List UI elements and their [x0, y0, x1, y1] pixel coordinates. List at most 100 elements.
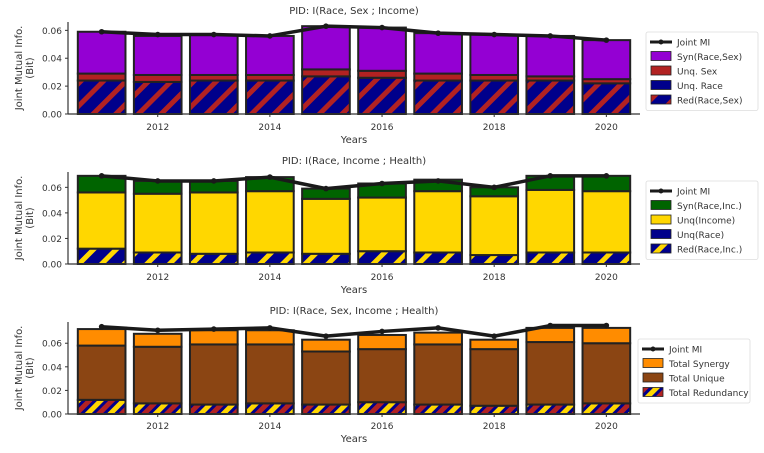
x-tick-label: 2012 — [146, 123, 169, 133]
bar-segment — [581, 190, 632, 254]
y-tick-label: 0.06 — [42, 340, 62, 350]
legend-label: Unq(Race) — [677, 231, 724, 241]
legend-marker — [658, 39, 664, 45]
legend-swatch — [650, 65, 672, 76]
legend-box — [637, 338, 751, 404]
bar-segment — [469, 79, 520, 115]
bar-segment — [76, 79, 127, 115]
bar-segment — [581, 326, 632, 345]
legend-swatch — [650, 51, 672, 61]
legend-label: Joint MI — [676, 39, 710, 49]
legend-marker — [650, 346, 656, 352]
legend-label: Red(Race,Inc.) — [677, 246, 742, 256]
bar-segment — [245, 190, 295, 254]
bar-segment — [469, 348, 520, 407]
joint-mi-point — [323, 333, 329, 339]
x-tick-label: 2016 — [371, 273, 394, 283]
joint-mi-point — [154, 327, 161, 334]
joint-mi-point — [267, 325, 273, 331]
bar-segment — [357, 401, 407, 416]
legend-label: Syn(Race,Inc.) — [677, 202, 742, 212]
bar-segment — [413, 251, 463, 265]
joint-mi-point — [379, 328, 385, 335]
bar-segment — [469, 195, 520, 257]
legend-label: Red(Race,Sex) — [677, 97, 742, 107]
joint-mi-point — [491, 333, 497, 339]
bar-segment — [132, 332, 183, 348]
bar-segment — [188, 329, 239, 346]
bar-segment — [188, 191, 239, 255]
joint-mi-point — [211, 31, 217, 38]
x-tick-label: 2012 — [146, 422, 169, 432]
joint-mi-point — [491, 31, 497, 38]
bar-segment — [525, 34, 576, 78]
legend-swatch — [650, 94, 672, 105]
legend-label: Joint MI — [668, 346, 702, 356]
y-tick-label: 0.04 — [42, 55, 62, 65]
bar-segment — [132, 345, 183, 405]
bar-segment — [188, 403, 239, 416]
x-tick-label: 2014 — [258, 273, 281, 283]
joint-mi-point — [603, 37, 610, 43]
joint-mi-point — [547, 173, 554, 179]
y-tick-label: 0.06 — [42, 184, 62, 194]
bar-segment — [301, 197, 351, 255]
y-tick-label: 0.02 — [42, 387, 62, 397]
legend-swatch — [650, 80, 672, 90]
legend: Joint MI Syn(Race,Sex) Unq. Sex Unq. Race Re… — [645, 31, 759, 111]
chart-panel-3: PID: I(Race, Sex, Income ; Health) Joint … — [14, 306, 751, 445]
joint-mi-point — [98, 323, 105, 330]
chart-title: PID: I(Race, Sex ; Income) — [289, 6, 419, 17]
x-tick-label: 2020 — [595, 422, 618, 432]
bar-segment — [301, 68, 351, 78]
x-tick-label: 2020 — [595, 273, 618, 283]
joint-mi-point — [154, 178, 161, 184]
bar-segment — [132, 34, 183, 76]
joint-mi-point — [154, 31, 161, 38]
bar-segment — [245, 34, 295, 76]
x-tick-label: 2012 — [146, 273, 169, 283]
bar-segment — [76, 344, 127, 401]
joint-mi-point — [323, 23, 329, 29]
legend-box — [645, 180, 759, 260]
legend-swatch — [650, 200, 672, 210]
y-tick-label: 0.00 — [42, 411, 62, 421]
bar-segment — [132, 80, 183, 115]
legend-label: Syn(Race,Sex) — [677, 53, 742, 63]
joint-mi-point — [98, 173, 105, 179]
bar-segment — [357, 196, 407, 253]
bar-segment — [76, 72, 127, 82]
joint-mi-point — [379, 180, 385, 187]
x-tick-label: 2020 — [595, 123, 618, 133]
bar-segment — [301, 75, 351, 116]
bar-segment — [357, 69, 407, 79]
legend-swatch — [642, 387, 664, 397]
joint-mi-point — [603, 322, 610, 329]
bar-segment — [301, 25, 351, 71]
chart-panel-2: PID: I(Race, Income ; Health) Joint Mutua… — [14, 156, 759, 296]
bar-segment — [188, 33, 239, 76]
bar-segment — [76, 398, 127, 416]
y-tick-label: 0.00 — [42, 261, 62, 271]
x-tick-label: 2016 — [371, 422, 394, 432]
legend: Joint MI Total Synergy Total Unique Total R… — [637, 338, 751, 404]
joint-mi-point — [267, 174, 273, 180]
joint-mi-point — [603, 173, 610, 179]
joint-mi-point — [435, 30, 441, 36]
bar-segment — [469, 33, 520, 76]
joint-mi-point — [435, 325, 441, 331]
y-tick-label: 0.04 — [42, 209, 62, 219]
bar-segment — [581, 251, 632, 265]
bar-segment — [301, 252, 351, 265]
bar-segment — [245, 251, 295, 265]
bar-segment — [413, 72, 463, 82]
legend-label: Unq(Income) — [677, 217, 735, 227]
joint-mi-point — [435, 178, 441, 184]
bar-segment — [357, 76, 407, 115]
legend-swatch — [642, 358, 664, 368]
bar-segment — [581, 82, 632, 116]
joint-mi-line — [101, 323, 607, 338]
y-tick-label: 0.02 — [42, 83, 62, 93]
chart-title: PID: I(Race, Sex, Income ; Health) — [270, 306, 439, 317]
x-axis-label: Years — [340, 434, 367, 445]
